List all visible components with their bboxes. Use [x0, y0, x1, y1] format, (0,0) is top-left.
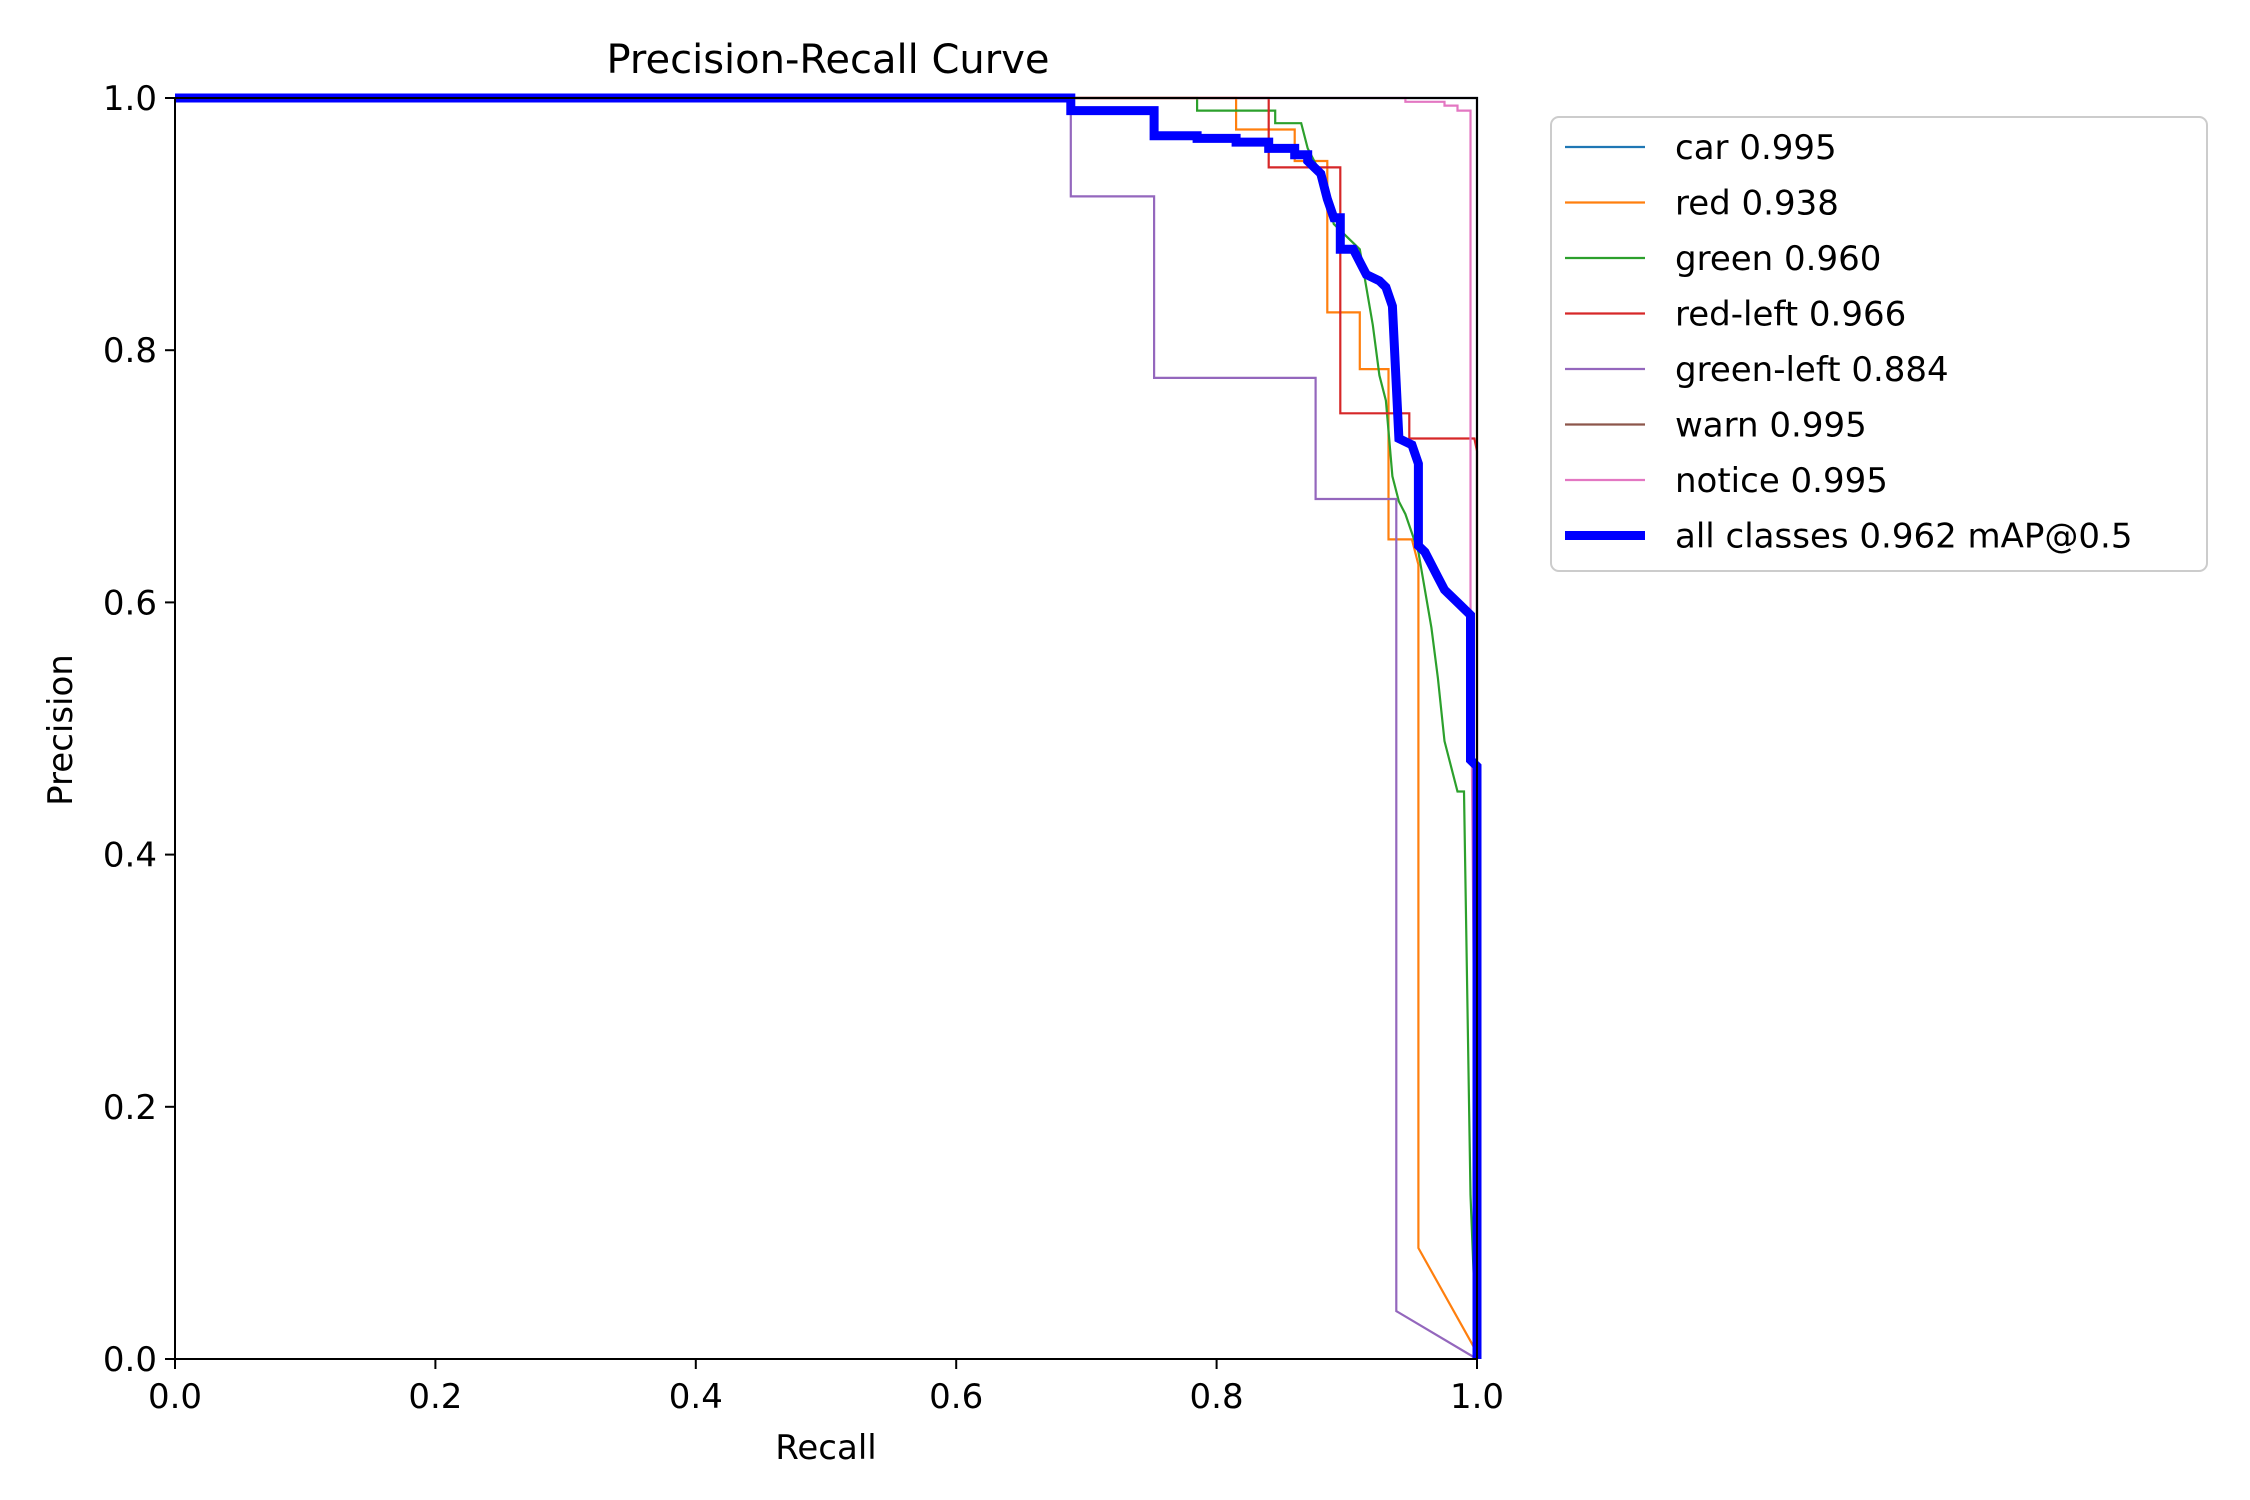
y-tick-label: 0.6: [103, 583, 157, 623]
series-line-notice: [175, 96, 1479, 1360]
series-line-green-left: [175, 96, 1478, 1360]
series-line-green: [175, 96, 1479, 1360]
legend-label-red-left: red-left 0.966: [1675, 295, 1906, 335]
legend-label-warn: warn 0.995: [1675, 406, 1867, 446]
legend-label-notice: notice 0.995: [1675, 461, 1888, 501]
x-tick-label: 0.4: [669, 1377, 723, 1417]
chart-title: Precision-Recall Curve: [607, 37, 1050, 83]
x-axis-ticks: 0.0 0.2 0.4 0.6 0.8 1.0: [148, 1359, 1504, 1417]
legend-label-red: red 0.938: [1675, 184, 1839, 224]
legend-label-green: green 0.960: [1675, 239, 1881, 279]
x-tick-label: 1.0: [1450, 1377, 1504, 1417]
legend-label-car: car 0.995: [1675, 128, 1837, 168]
series-line-red: [175, 96, 1478, 1354]
legend-entries: car 0.995 red 0.938 green 0.960 red-left 0.…: [1565, 128, 2132, 557]
series-line-car: [175, 96, 1479, 1359]
x-tick-label: 0.8: [1190, 1377, 1244, 1417]
y-tick-label: 0.4: [103, 836, 157, 876]
x-tick-label: 0.0: [148, 1377, 202, 1417]
x-tick-label: 0.6: [929, 1377, 983, 1417]
y-tick-label: 0.2: [103, 1088, 157, 1128]
x-axis-label: Recall: [775, 1428, 876, 1468]
series-line-warn: [175, 96, 1479, 1359]
legend-label-green-left: green-left 0.884: [1675, 350, 1949, 390]
legend: car 0.995 red 0.938 green 0.960 red-left 0.…: [1550, 116, 2208, 572]
y-tick-label: 1.0: [103, 79, 157, 119]
series-line-red-left: [175, 96, 1479, 1359]
y-tick-label: 0.0: [103, 1340, 157, 1380]
series-layer: [175, 93, 1482, 1360]
series-line-all-classes: [175, 93, 1482, 1359]
x-tick-label: 0.2: [408, 1377, 462, 1417]
plot-frame: [174, 97, 1478, 1360]
y-axis-ticks: 0.0 0.2 0.4 0.6 0.8 1.0: [103, 79, 175, 1380]
y-axis-label: Precision: [41, 654, 81, 806]
y-tick-label: 0.8: [103, 331, 157, 371]
legend-label-all-classes: all classes 0.962 mAP@0.5: [1675, 517, 2132, 557]
legend-box: [1550, 116, 2208, 572]
